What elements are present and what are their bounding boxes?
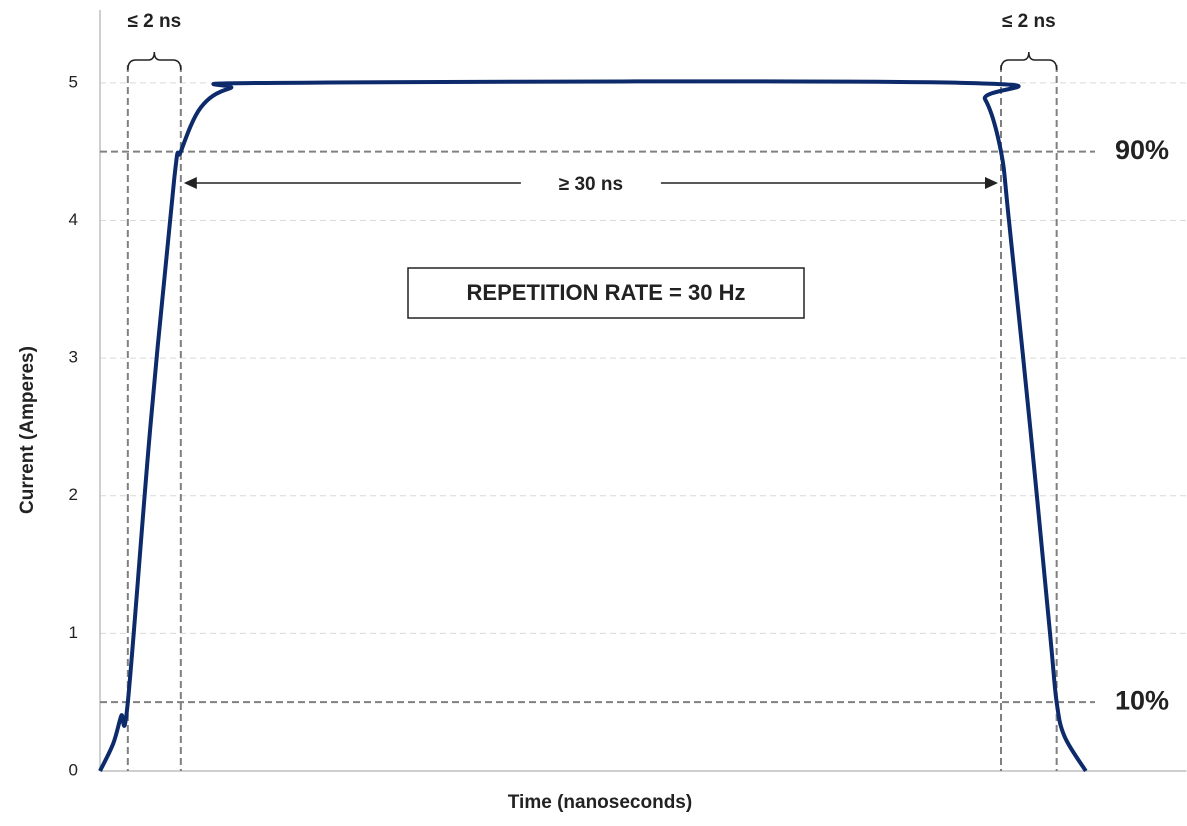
y-tick-label: 4 <box>69 210 78 229</box>
bracket-label: ≤ 2 ns <box>1002 11 1056 32</box>
annotation-text: REPETITION RATE = 30 Hz <box>467 280 746 305</box>
bracket-label: ≤ 2 ns <box>127 11 181 32</box>
bracket <box>127 51 182 71</box>
x-axis-label: Time (nanoseconds) <box>508 792 692 813</box>
data-line <box>98 79 1088 773</box>
y-tick-label: 0 <box>69 760 78 779</box>
y-tick-label: 2 <box>69 485 78 504</box>
arrow-head <box>183 177 197 189</box>
bracket <box>1000 51 1058 71</box>
reference-label: 10% <box>1115 685 1169 715</box>
y-tick-label: 5 <box>69 72 78 91</box>
reference-label: 90% <box>1115 135 1169 165</box>
y-tick-label: 1 <box>69 623 78 642</box>
y-tick-label: 3 <box>69 348 78 367</box>
annotation-box <box>407 267 805 319</box>
y-axis-label: Current (Amperes) <box>17 346 38 514</box>
width-label: ≥ 30 ns <box>559 174 623 195</box>
arrow-head <box>985 177 998 189</box>
